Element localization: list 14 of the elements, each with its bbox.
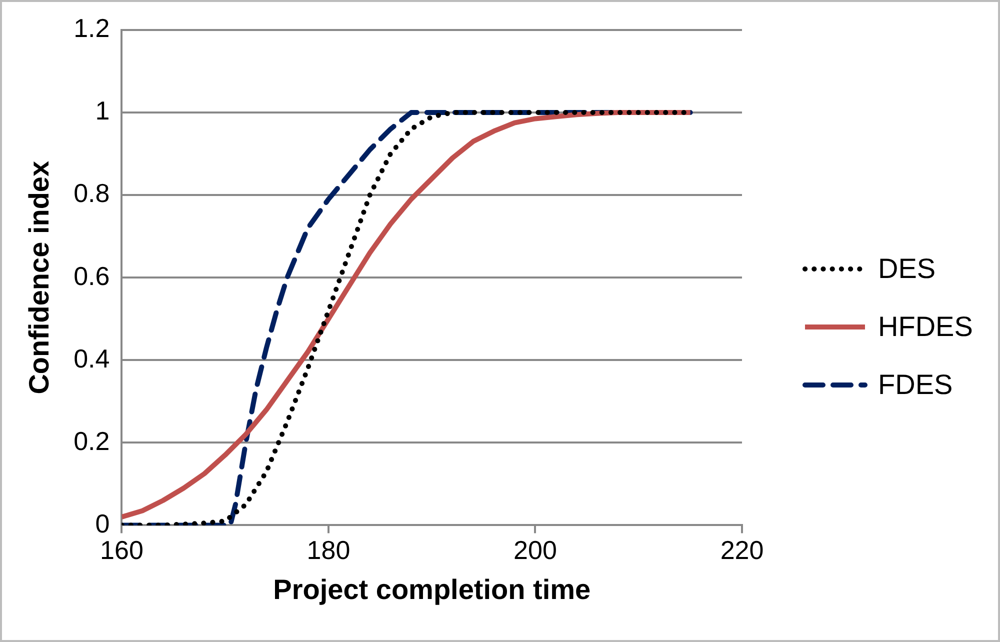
- x-tick-label: 180: [306, 534, 350, 565]
- y-tick-label: 1: [95, 96, 110, 126]
- legend-label: HFDES: [878, 311, 973, 343]
- y-tick-label: 0.6: [74, 260, 110, 291]
- y-axis-title: Confidence index: [24, 160, 55, 394]
- legend-label: DES: [878, 253, 936, 285]
- y-tick-label: 0.4: [74, 343, 110, 374]
- y-tick-label: 0.8: [74, 178, 110, 208]
- y-tick-label: 1.2: [74, 13, 110, 44]
- legend-label: FDES: [878, 369, 953, 401]
- x-tick-label: 220: [720, 534, 764, 565]
- x-axis-title: Project completion time: [273, 574, 591, 605]
- x-tick-label: 200: [514, 534, 557, 565]
- y-tick-label: 0.2: [74, 426, 110, 456]
